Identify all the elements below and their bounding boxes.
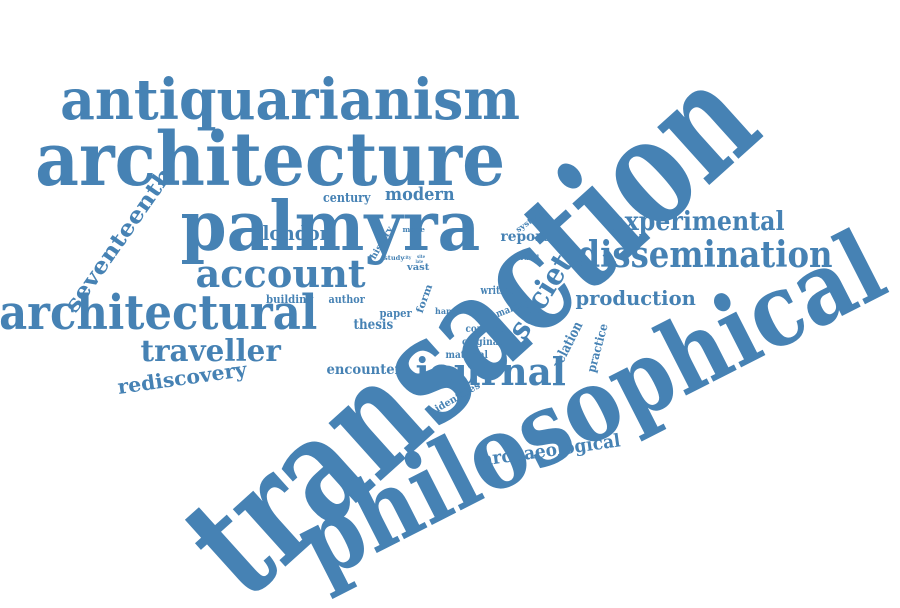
word-material: material (445, 350, 488, 361)
word-author: author (328, 292, 365, 306)
word-dissemination: dissemination (577, 234, 833, 276)
word-travel: travel (516, 252, 539, 262)
word-century: century (322, 190, 371, 206)
word-london: london (262, 221, 333, 245)
word-writing: writing (480, 283, 516, 297)
word-late: late (414, 258, 423, 265)
word-report: report (499, 229, 549, 245)
word-site: site (417, 253, 426, 260)
word-paper: paper (379, 306, 412, 320)
word-experimental: experimental (609, 207, 785, 237)
word-mode: mode (401, 224, 425, 234)
word-encounter: encounter (326, 362, 402, 378)
word-account: account (194, 251, 366, 296)
word-building: building (265, 292, 314, 306)
word-production: production (574, 286, 696, 310)
word-traveller: traveller (140, 334, 281, 369)
word-antiquarianism: antiquarianism (60, 67, 521, 133)
word-hand: hand (435, 306, 458, 316)
word-vast: vast (406, 262, 430, 273)
word-original: original (462, 337, 503, 348)
word-modern: modern (385, 184, 455, 205)
word-city: city (403, 254, 412, 261)
word-study: study (383, 255, 405, 262)
word-palmyra: palmyra (179, 187, 480, 267)
word-architectural: architectural (0, 285, 318, 341)
word-content: content (464, 324, 503, 335)
word-architecture: architecture (35, 117, 506, 203)
word-journal: journal (415, 349, 566, 394)
word-thesis: thesis (352, 317, 393, 333)
